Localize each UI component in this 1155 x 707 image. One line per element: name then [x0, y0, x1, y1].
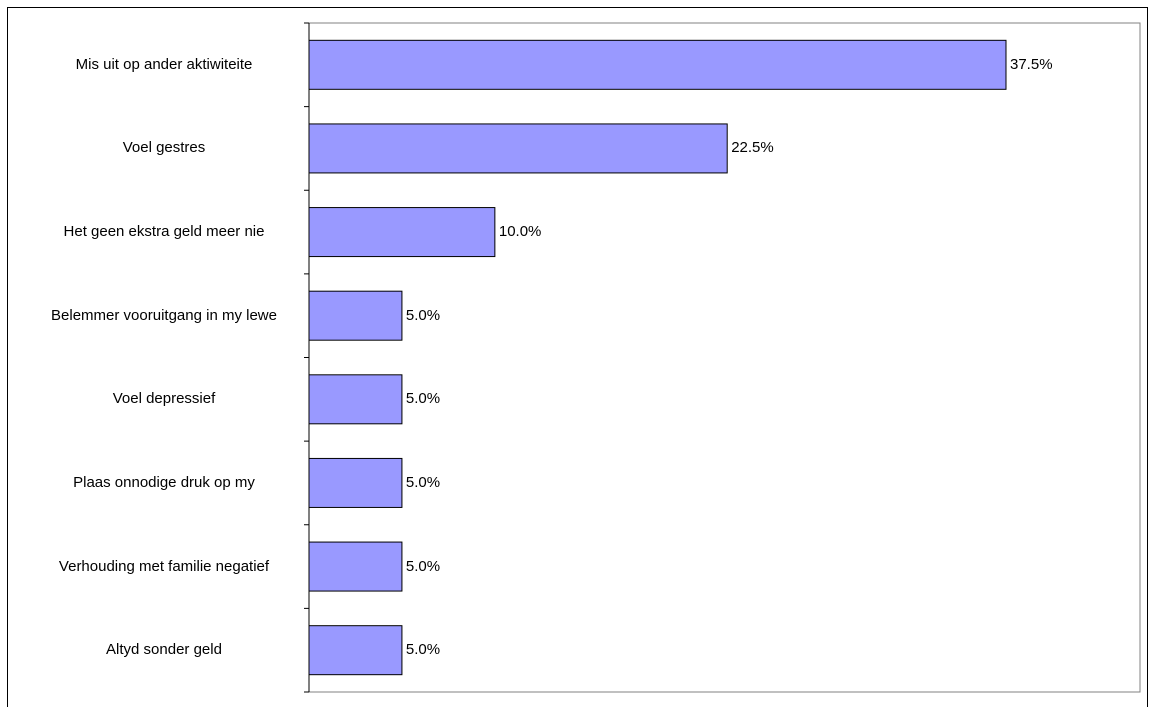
- category-label: Altyd sonder geld: [106, 641, 222, 659]
- category-label: Plaas onnodige druk op my: [73, 473, 255, 491]
- plot-area: [308, 22, 1141, 693]
- category-label: Voel gestres: [122, 139, 206, 157]
- bar: [308, 457, 403, 508]
- bar: [308, 374, 403, 425]
- bar: [308, 625, 403, 676]
- category-label: Mis uit op ander aktiwiteite: [75, 55, 253, 73]
- value-label: 37.5%: [1010, 55, 1053, 73]
- value-label: 5.0%: [405, 390, 441, 408]
- category-label: Het geen ekstra geld meer nie: [63, 223, 265, 241]
- category-label: Verhouding met familie negatief: [58, 557, 270, 575]
- value-label: 22.5%: [731, 139, 774, 157]
- bar: [308, 123, 728, 174]
- bar: [308, 207, 496, 258]
- value-label: 10.0%: [498, 223, 542, 241]
- bar: [308, 541, 403, 592]
- category-label: Voel depressief: [112, 390, 216, 408]
- bar: [308, 39, 1007, 90]
- value-label: 5.0%: [405, 557, 441, 575]
- category-label: Belemmer vooruitgang in my lewe: [51, 306, 277, 324]
- value-label: 5.0%: [405, 641, 441, 659]
- value-label: 5.0%: [405, 473, 441, 491]
- bar: [308, 290, 403, 341]
- value-label: 5.0%: [405, 306, 441, 324]
